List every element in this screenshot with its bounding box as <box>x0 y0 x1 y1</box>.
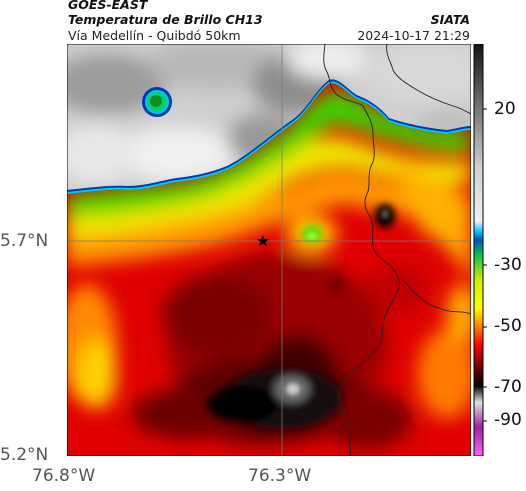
location-star-icon <box>257 235 269 247</box>
colorbar-label-minus50: -50 <box>494 316 522 336</box>
isolated-convective-cell <box>142 87 172 117</box>
product-title: Temperatura de Brillo CH13 <box>68 12 263 27</box>
region-label: Vía Medellín - Quibdó 50km <box>68 28 241 43</box>
colorbar-label-minus30: -30 <box>494 255 522 275</box>
political-border-branch <box>402 279 471 315</box>
political-border <box>323 44 400 456</box>
political-border-north <box>386 44 471 115</box>
y-tick-5.7N: 5.7°N <box>0 231 49 251</box>
colorbar-label-minus70: -70 <box>494 377 522 397</box>
x-tick-76.3W: 76.3°W <box>248 466 312 486</box>
clear-sky-texture <box>67 44 471 184</box>
colorbar <box>473 44 487 456</box>
datetime-label: 2024-10-17 21:29 <box>357 28 470 43</box>
colorbar-label-20: 20 <box>494 99 516 119</box>
satellite-name: GOES-EAST <box>68 0 148 12</box>
brightness-temperature-map <box>67 44 471 456</box>
colorbar-label-minus90: -90 <box>494 410 522 430</box>
cloud-mass <box>67 83 471 456</box>
agency-label: SIATA <box>430 12 470 27</box>
y-tick-5.2N: 5.2°N <box>0 445 49 465</box>
x-tick-76.8W: 76.8°W <box>32 466 96 486</box>
